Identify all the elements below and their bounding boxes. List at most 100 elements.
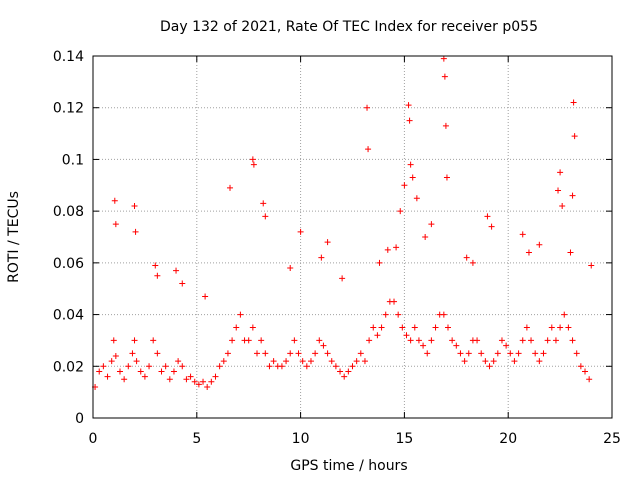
data-point: [96, 368, 103, 375]
data-point: [561, 311, 568, 318]
data-point: [478, 350, 485, 357]
data-point: [552, 337, 559, 344]
data-point: [442, 122, 449, 129]
data-point: [540, 350, 547, 357]
data-point: [332, 363, 339, 370]
data-point: [364, 104, 371, 111]
data-point: [511, 358, 518, 365]
data-point: [507, 350, 514, 357]
data-point: [312, 350, 319, 357]
data-point: [449, 337, 456, 344]
x-tick-label: 5: [192, 431, 201, 447]
data-point: [490, 358, 497, 365]
data-point: [229, 337, 236, 344]
data-point: [295, 350, 302, 357]
plot-frame: [92, 55, 613, 419]
y-tick-label: 0.06: [53, 256, 84, 272]
data-point: [570, 99, 577, 106]
data-point: [111, 197, 118, 204]
y-tick-label: 0.12: [53, 101, 84, 117]
data-point: [131, 202, 138, 209]
data-point: [112, 221, 119, 228]
y-tick-label: 0.1: [62, 152, 84, 168]
data-point: [428, 337, 435, 344]
data-point: [365, 146, 372, 153]
data-point: [154, 350, 161, 357]
data-point: [287, 350, 294, 357]
data-point: [291, 337, 298, 344]
data-point: [519, 231, 526, 238]
data-point: [441, 73, 448, 80]
data-point: [224, 350, 231, 357]
data-point: [337, 368, 344, 375]
data-point: [411, 324, 418, 331]
x-tick-label: 0: [89, 431, 98, 447]
data-point: [353, 358, 360, 365]
data-point: [403, 332, 410, 339]
data-point: [405, 102, 412, 109]
x-tick-label: 25: [603, 431, 621, 447]
data-point: [357, 350, 364, 357]
data-point: [519, 337, 526, 344]
data-point: [320, 342, 327, 349]
data-point: [366, 337, 373, 344]
data-point: [212, 373, 219, 380]
data-point: [110, 337, 117, 344]
data-point: [299, 358, 306, 365]
data-point: [202, 293, 209, 300]
data-point: [245, 337, 252, 344]
data-point: [588, 262, 595, 269]
data-point: [220, 358, 227, 365]
data-point: [191, 378, 198, 385]
data-point: [349, 363, 356, 370]
data-point: [557, 324, 564, 331]
data-point: [237, 311, 244, 318]
data-point: [440, 55, 447, 62]
data-point: [586, 376, 593, 383]
data-point: [393, 244, 400, 251]
data-point: [129, 350, 136, 357]
data-point: [254, 350, 261, 357]
data-point: [370, 324, 377, 331]
data-point: [132, 228, 139, 235]
data-point: [318, 254, 325, 261]
data-point: [137, 368, 144, 375]
data-point: [175, 358, 182, 365]
data-point: [154, 272, 161, 279]
data-point: [173, 267, 180, 274]
data-point: [567, 249, 574, 256]
data-point: [474, 337, 481, 344]
data-point: [382, 311, 389, 318]
data-point: [577, 363, 584, 370]
data-point: [328, 358, 335, 365]
data-point: [406, 117, 413, 124]
data-point: [187, 373, 194, 380]
data-point: [432, 324, 439, 331]
y-tick-label: 0: [75, 411, 84, 427]
data-point: [482, 358, 489, 365]
data-point: [582, 368, 589, 375]
data-point: [266, 363, 273, 370]
data-point: [270, 358, 277, 365]
data-point: [361, 358, 368, 365]
data-point: [523, 324, 530, 331]
data-point: [503, 342, 510, 349]
data-point: [494, 350, 501, 357]
data-point: [216, 363, 223, 370]
data-point: [536, 358, 543, 365]
data-point: [565, 324, 572, 331]
data-point: [544, 337, 551, 344]
data-point: [339, 275, 346, 282]
data-point: [283, 358, 290, 365]
data-point: [150, 337, 157, 344]
y-tick-label: 0.04: [53, 308, 84, 324]
data-point: [443, 174, 450, 181]
data-point: [469, 259, 476, 266]
data-point: [428, 221, 435, 228]
data-point: [287, 265, 294, 272]
data-point: [179, 280, 186, 287]
data-point: [486, 363, 493, 370]
data-point: [397, 208, 404, 215]
data-point: [152, 262, 159, 269]
